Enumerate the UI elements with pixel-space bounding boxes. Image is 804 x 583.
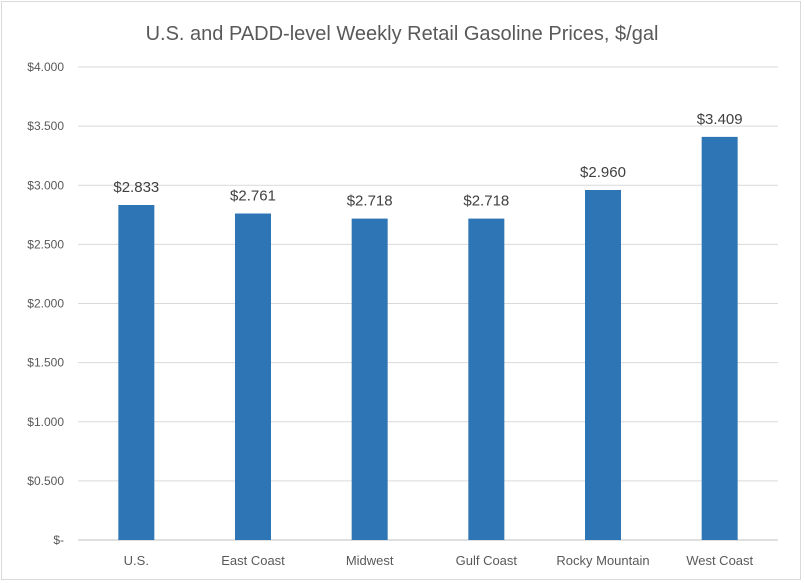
- data-label: $2.718: [347, 193, 393, 210]
- y-tick-label: $4.000: [27, 60, 64, 74]
- x-category-label: U.S.: [124, 553, 149, 568]
- y-tick-label: $-: [53, 533, 64, 547]
- data-label: $2.833: [113, 179, 159, 196]
- y-axis-ticks: $- $0.500 $1.000 $1.500 $2.000 $2.500 $3.000 $3…: [27, 60, 64, 547]
- x-category-label: Midwest: [346, 553, 394, 568]
- y-tick-label: $0.500: [27, 474, 64, 488]
- bar: [701, 136, 738, 541]
- bar: [468, 218, 505, 540]
- x-category-label: East Coast: [221, 553, 285, 568]
- y-tick-label: $3.000: [27, 178, 64, 192]
- y-tick-label: $1.500: [27, 356, 64, 370]
- y-tick-label: $2.500: [27, 237, 64, 251]
- bar: [585, 189, 621, 541]
- x-category-label: West Coast: [686, 553, 753, 568]
- gridlines: [78, 66, 778, 541]
- y-tick-label: $2.000: [27, 297, 64, 311]
- x-category-label: Rocky Mountain: [556, 553, 649, 568]
- bar: [118, 204, 155, 541]
- x-category-label: Gulf Coast: [456, 553, 518, 568]
- bar: [351, 218, 388, 540]
- data-labels: $2.833 $2.761 $2.718 $2.718 $2.960 $3.409: [113, 111, 742, 210]
- bar: [235, 213, 271, 540]
- x-axis-categories: U.S. East Coast Midwest Gulf Coast Rocky Mou…: [124, 553, 754, 568]
- y-tick-label: $3.500: [27, 119, 64, 133]
- bars: [118, 136, 738, 541]
- data-label: $2.960: [580, 164, 626, 181]
- chart-title: U.S. and PADD-level Weekly Retail Gasoli…: [146, 23, 659, 45]
- data-label: $2.718: [463, 193, 509, 210]
- data-label: $3.409: [697, 111, 743, 128]
- data-label: $2.761: [230, 188, 276, 205]
- y-tick-label: $1.000: [27, 415, 64, 429]
